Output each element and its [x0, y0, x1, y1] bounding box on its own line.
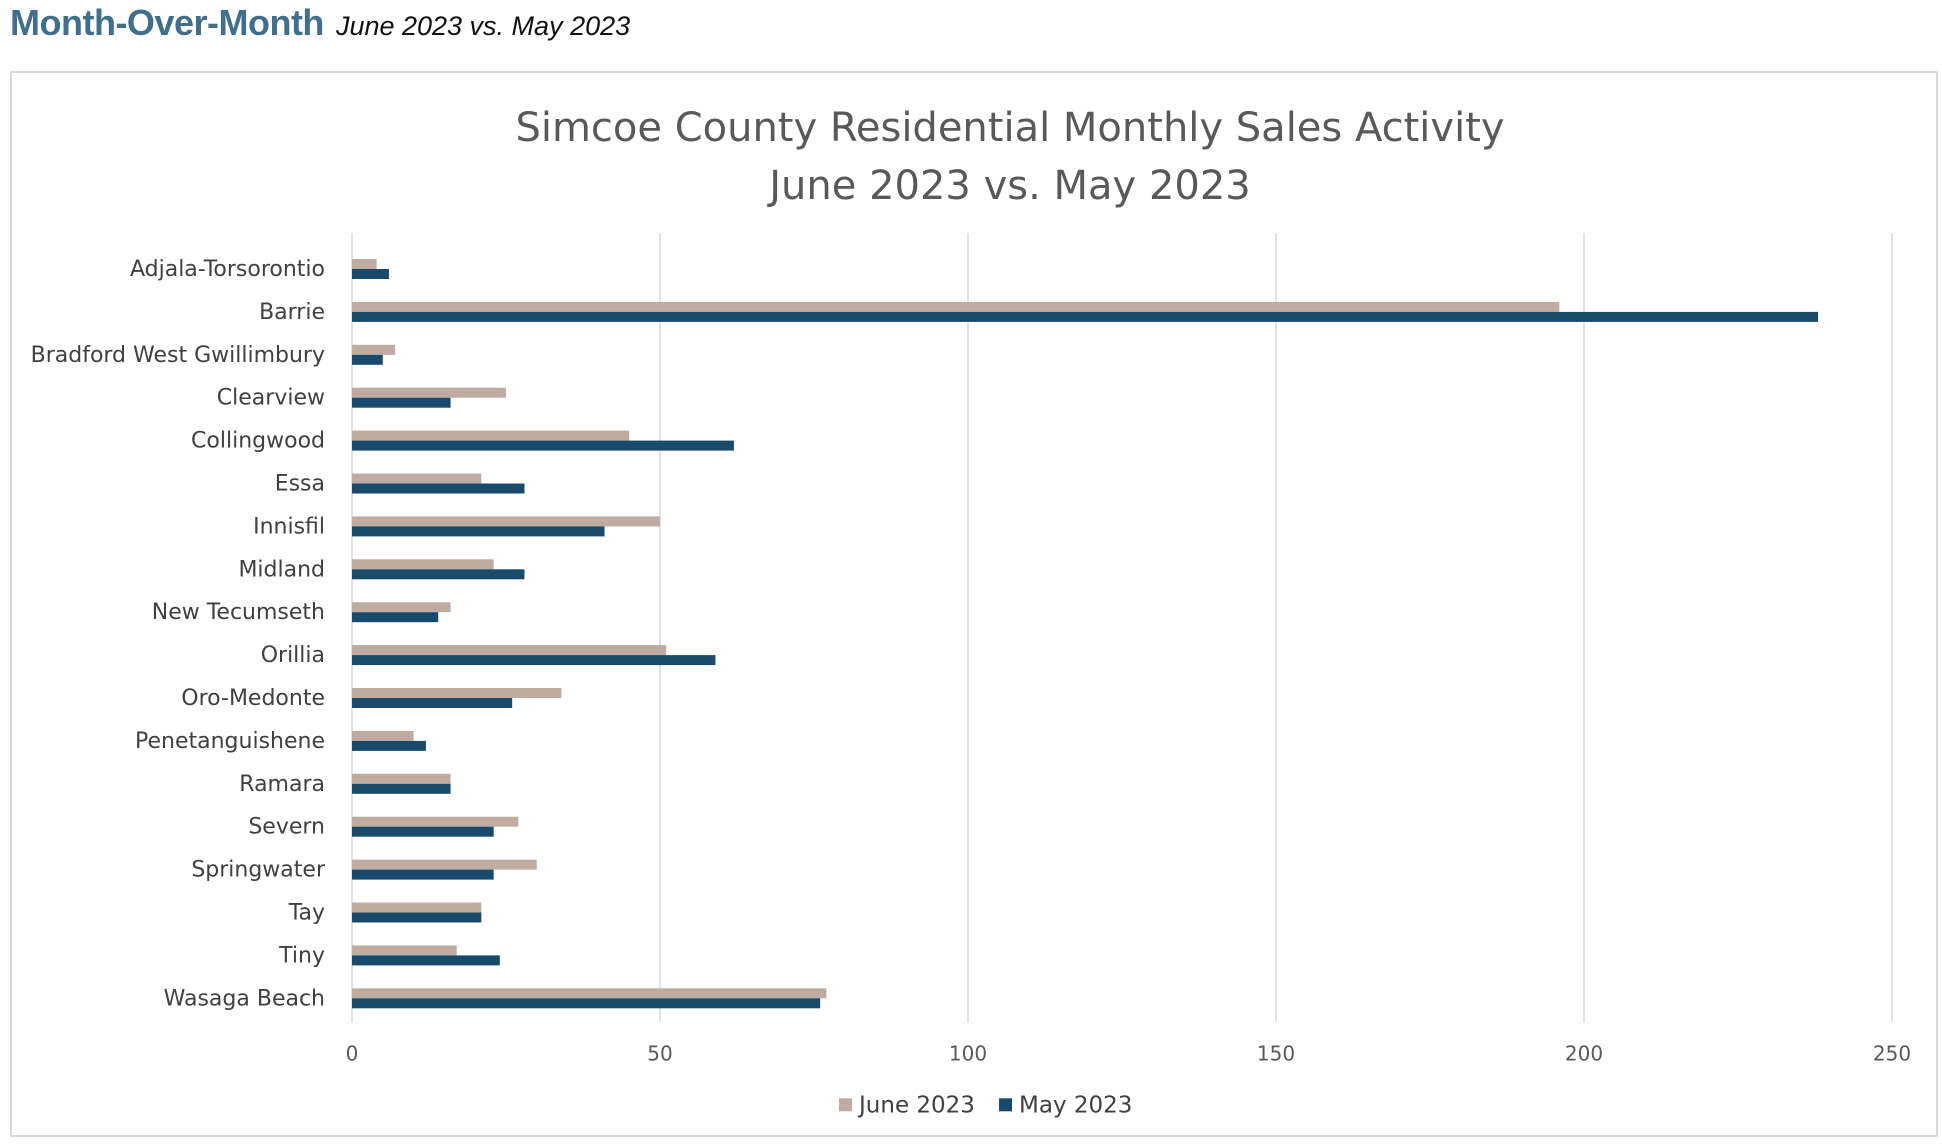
- category-label: Penetanguishene: [135, 729, 325, 754]
- legend: June 2023 May 2023: [839, 1092, 1132, 1118]
- x-tick-label: 50: [647, 1041, 672, 1065]
- chart-container: Simcoe County Residential Monthly Sales …: [10, 71, 1938, 1137]
- chart-title: Simcoe County Residential Monthly Sales …: [515, 105, 1504, 209]
- x-tick-labels: 0 50 100 150 200 250: [346, 1041, 1911, 1065]
- bar-may: [352, 912, 482, 923]
- bar-june: [352, 259, 377, 269]
- category-label: Clearview: [217, 386, 325, 411]
- bar-june: [352, 730, 414, 741]
- category-label: Springwater: [191, 858, 326, 883]
- bar-june: [352, 301, 1560, 312]
- bar-june: [352, 988, 827, 999]
- bar-may: [352, 569, 525, 580]
- page-title: Month-Over-Month: [10, 2, 324, 43]
- x-tick-label: 200: [1565, 1041, 1603, 1065]
- bar-june: [352, 602, 451, 613]
- category-label: Severn: [248, 815, 325, 840]
- category-label: Essa: [275, 472, 325, 497]
- bar-june: [352, 559, 494, 570]
- legend-swatch: [999, 1098, 1012, 1112]
- category-label: Oro-Medonte: [181, 686, 325, 711]
- chart-title-line-1: Simcoe County Residential Monthly Sales …: [515, 105, 1504, 151]
- bar-may: [352, 740, 426, 751]
- category-label: Wasaga Beach: [164, 986, 325, 1011]
- bar-may: [352, 311, 1819, 322]
- bar-may: [352, 698, 513, 708]
- page-subtitle: June 2023 vs. May 2023: [335, 11, 631, 41]
- category-label: Innisfil: [253, 514, 325, 539]
- bar-may: [352, 440, 734, 451]
- category-label: Adjala-Torsorontio: [130, 257, 325, 282]
- category-label: Collingwood: [191, 429, 325, 454]
- category-label: Tiny: [278, 943, 325, 968]
- bars: [352, 259, 1819, 1009]
- bar-june: [352, 516, 660, 527]
- bar-june: [352, 473, 482, 484]
- category-label: Bradford West Gwillimbury: [31, 343, 325, 368]
- bar-may: [352, 655, 716, 666]
- bar-june: [352, 859, 537, 870]
- bar-june: [352, 430, 630, 441]
- bar-june: [352, 945, 457, 956]
- bar-june: [352, 902, 482, 913]
- x-tick-label: 100: [949, 1041, 987, 1065]
- category-label: Midland: [238, 557, 325, 582]
- category-label: Barrie: [259, 300, 325, 325]
- bar-may: [352, 483, 525, 494]
- bar-may: [352, 869, 494, 880]
- x-tick-label: 250: [1873, 1041, 1911, 1065]
- bar-may: [352, 526, 605, 537]
- bar-june: [352, 688, 562, 698]
- legend-swatch: [839, 1098, 852, 1112]
- bar-may: [352, 955, 500, 966]
- bar-may: [352, 826, 494, 837]
- legend-label: May 2023: [1019, 1092, 1132, 1118]
- bar-june: [352, 645, 667, 656]
- bar-may: [352, 269, 389, 279]
- bar-may: [352, 998, 821, 1009]
- gridlines: [351, 233, 1893, 1023]
- sales-bar-chart: Simcoe County Residential Monthly Sales …: [31, 105, 1911, 1118]
- category-label: Tay: [288, 901, 325, 926]
- bar-june: [352, 816, 519, 827]
- chart-title-line-2: June 2023 vs. May 2023: [766, 163, 1250, 209]
- category-label: Ramara: [239, 772, 325, 797]
- category-labels: Adjala-Torsorontio Barrie Bradford West Gw…: [31, 257, 326, 1011]
- bar-june: [352, 773, 451, 784]
- bar-may: [352, 397, 451, 408]
- legend-label: June 2023: [857, 1092, 975, 1118]
- page-header: Month-Over-Month June 2023 vs. May 2023: [10, 2, 630, 52]
- bar-may: [352, 783, 451, 794]
- category-label: Orillia: [261, 643, 325, 668]
- bar-june: [352, 387, 506, 398]
- x-tick-label: 0: [346, 1041, 359, 1065]
- bar-june: [352, 344, 396, 355]
- category-label: New Tecumseth: [152, 600, 325, 625]
- bar-may: [352, 612, 439, 623]
- bar-may: [352, 354, 383, 365]
- x-tick-label: 150: [1257, 1041, 1295, 1065]
